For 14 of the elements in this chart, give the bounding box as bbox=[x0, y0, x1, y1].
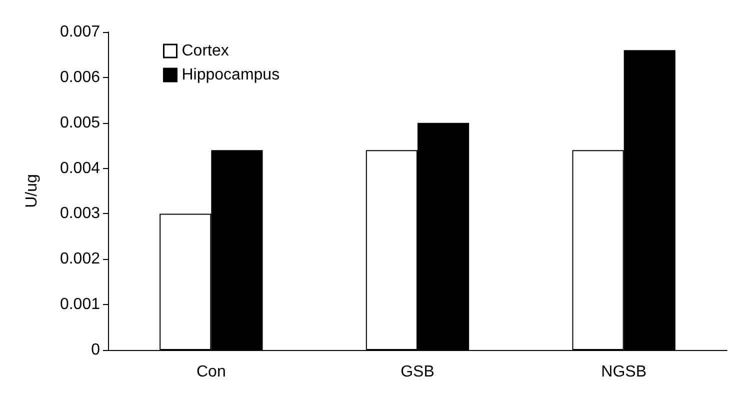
y-tick-label: 0.004 bbox=[60, 160, 100, 177]
x-tick-label: GSB bbox=[400, 364, 434, 380]
y-tick-label: 0.002 bbox=[60, 250, 100, 268]
y-tick-label: 0.007 bbox=[60, 24, 100, 40]
y-tick-label: 0.005 bbox=[60, 114, 100, 132]
legend-label: Hippocampus bbox=[182, 66, 280, 84]
x-tick-label: Con bbox=[196, 364, 226, 380]
y-tick-label: 0.001 bbox=[60, 296, 100, 314]
legend-label: Cortex bbox=[182, 42, 229, 60]
y-tick-label: 0.006 bbox=[60, 68, 100, 86]
y-axis-title: U/ug bbox=[24, 174, 40, 208]
x-tick-label: NGSB bbox=[601, 364, 647, 380]
y-tick-label: 0 bbox=[91, 342, 100, 358]
y-tick-label: 0.003 bbox=[60, 205, 100, 222]
